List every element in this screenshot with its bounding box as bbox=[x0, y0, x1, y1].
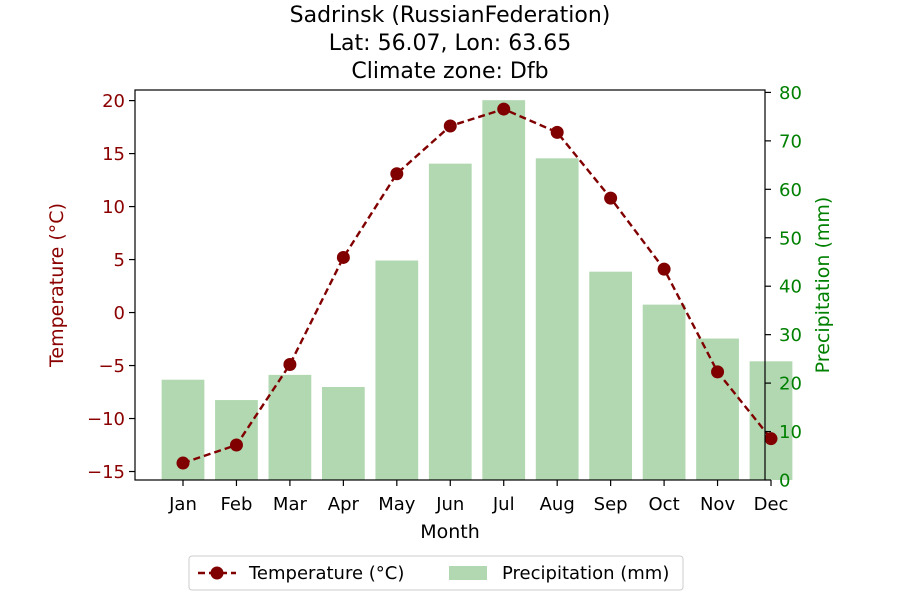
x-tick-label-jul: Jul bbox=[492, 494, 515, 515]
left-tick-label: 20 bbox=[102, 91, 125, 112]
precipitation-bar-jul bbox=[482, 100, 526, 480]
left-tick-label: −5 bbox=[98, 356, 125, 377]
chart-title-line-1: Sadrinsk (RussianFederation) bbox=[290, 3, 611, 28]
precipitation-bar-oct bbox=[642, 304, 686, 480]
temperature-point-mar bbox=[283, 357, 297, 371]
left-tick-label: 5 bbox=[114, 250, 125, 271]
chart-title-line-2: Lat: 56.07, Lon: 63.65 bbox=[329, 31, 571, 56]
precipitation-bar-dec bbox=[749, 361, 793, 480]
right-tick-label: 50 bbox=[779, 228, 802, 249]
right-axis: 0 10 20 30 40 50 60 70 80 bbox=[765, 83, 802, 492]
left-axis: −15 −10 −5 0 5 10 15 20 bbox=[87, 91, 135, 483]
temperature-point-oct bbox=[657, 262, 671, 276]
right-tick-label: 80 bbox=[779, 83, 802, 104]
temperature-point-nov bbox=[711, 365, 725, 379]
temperature-point-jan bbox=[176, 456, 190, 470]
x-axis-label: Month bbox=[420, 521, 480, 543]
right-tick-label: 60 bbox=[779, 180, 802, 201]
precipitation-bar-apr bbox=[321, 386, 365, 480]
x-tick-label-mar: Mar bbox=[273, 494, 308, 515]
temperature-point-feb bbox=[229, 438, 243, 452]
temperature-point-sep bbox=[604, 191, 618, 205]
chart-legend: Temperature (°C) Precipitation (mm) bbox=[188, 555, 684, 591]
x-tick-label-jun: Jun bbox=[435, 494, 464, 515]
legend-temperature-label: Temperature (°C) bbox=[248, 563, 404, 584]
x-tick-label-aug: Aug bbox=[540, 494, 575, 515]
right-tick-label: 20 bbox=[779, 374, 802, 395]
legend-temperature-marker bbox=[210, 566, 224, 580]
x-tick-label-sep: Sep bbox=[594, 494, 628, 515]
x-tick-label-may: May bbox=[378, 494, 416, 515]
temperature-point-aug bbox=[550, 125, 564, 139]
x-tick-label-oct: Oct bbox=[649, 494, 680, 515]
temperature-point-may bbox=[390, 167, 404, 181]
left-tick-label: 10 bbox=[102, 197, 125, 218]
precipitation-bar-may bbox=[375, 260, 419, 480]
left-tick-label: −15 bbox=[87, 462, 125, 483]
legend-frame bbox=[188, 555, 684, 591]
chart-title-line-3: Climate zone: Dfb bbox=[351, 59, 548, 84]
left-tick-label: −10 bbox=[87, 409, 125, 430]
chart-title: Sadrinsk (RussianFederation) Lat: 56.07,… bbox=[290, 3, 611, 84]
temperature-point-jun bbox=[443, 119, 457, 133]
y-axis-label-left: Temperature (°C) bbox=[46, 203, 68, 368]
right-tick-label: 30 bbox=[779, 325, 802, 346]
precipitation-bar-jun bbox=[428, 163, 472, 480]
x-tick-label-jan: Jan bbox=[168, 494, 197, 515]
temperature-series-line bbox=[182, 107, 772, 465]
left-tick-label: 0 bbox=[114, 303, 125, 324]
precipitation-bars bbox=[161, 100, 793, 481]
precipitation-bar-sep bbox=[589, 271, 633, 480]
right-tick-label: 10 bbox=[779, 422, 802, 443]
precipitation-bar-nov bbox=[696, 338, 739, 480]
precipitation-bar-mar bbox=[268, 374, 312, 480]
x-tick-label-feb: Feb bbox=[221, 494, 253, 515]
x-axis: Jan Feb Mar Apr May Jun Jul Aug Sep Oct Nov Dec bbox=[168, 480, 788, 515]
x-tick-label-nov: Nov bbox=[700, 494, 735, 515]
temperature-point-apr bbox=[336, 250, 350, 264]
temperature-line bbox=[176, 102, 778, 470]
right-tick-label: 70 bbox=[779, 131, 802, 152]
legend-precipitation-swatch bbox=[449, 566, 487, 580]
x-tick-label-dec: Dec bbox=[754, 494, 789, 515]
right-tick-label: 40 bbox=[779, 277, 802, 298]
y-axis-label-right: Precipitation (mm) bbox=[812, 197, 834, 374]
right-tick-label: 0 bbox=[779, 471, 790, 492]
left-tick-label: 15 bbox=[102, 144, 125, 165]
temperature-point-jul bbox=[497, 102, 511, 116]
x-tick-label-apr: Apr bbox=[328, 494, 360, 515]
precipitation-bar-aug bbox=[535, 158, 579, 481]
temperature-point-dec bbox=[764, 432, 778, 446]
legend-precipitation-label: Precipitation (mm) bbox=[502, 563, 669, 584]
